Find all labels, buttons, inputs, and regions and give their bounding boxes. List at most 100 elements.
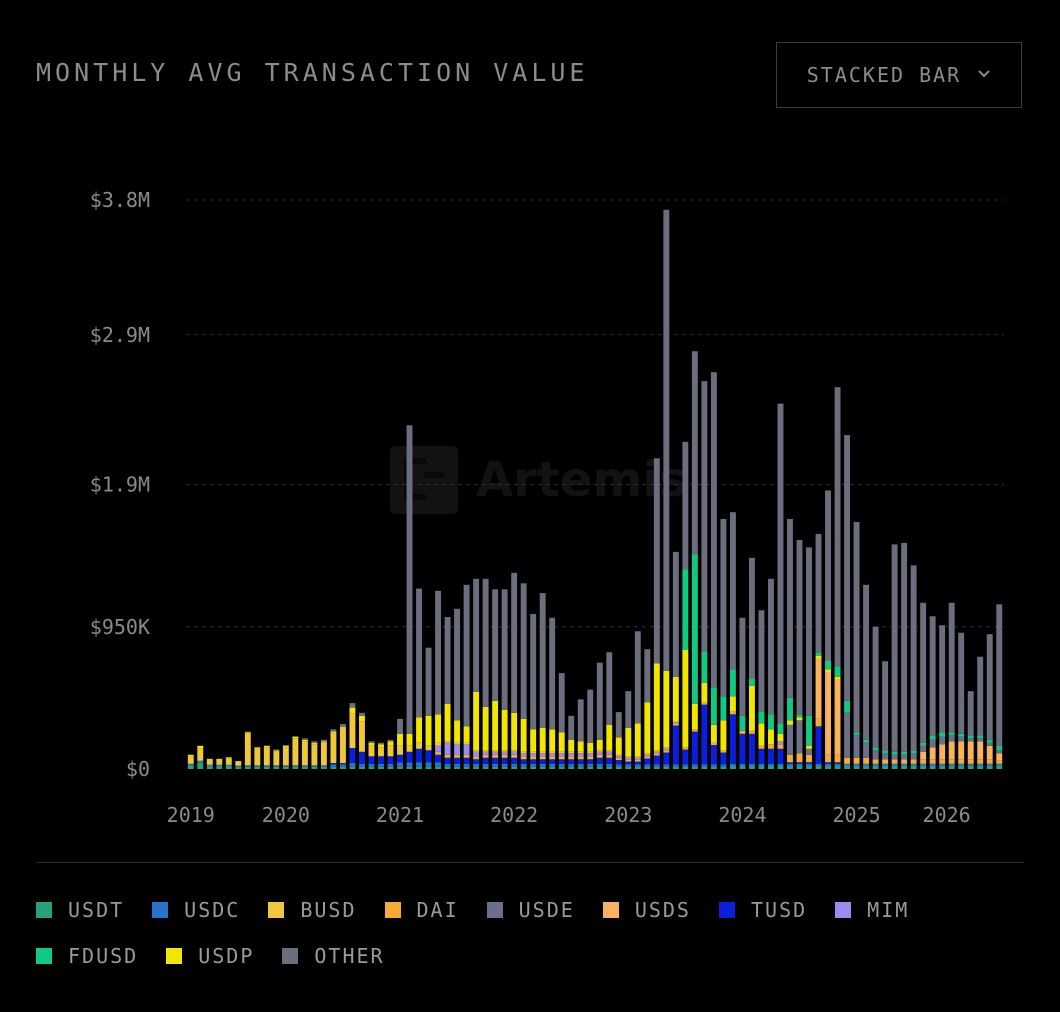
bar-segment-tusd[interactable] [435, 754, 442, 763]
bar-segment-usdp[interactable] [273, 750, 280, 752]
bar-segment-busd[interactable] [596, 750, 603, 752]
bar-segment-usdc[interactable] [787, 763, 793, 767]
bar-segment-mim[interactable] [672, 721, 679, 724]
bar-segment-usdt[interactable] [254, 766, 261, 769]
bar-segment-tusd[interactable] [549, 759, 556, 764]
bar-segment-other[interactable] [958, 632, 965, 734]
bar-stack[interactable] [463, 584, 470, 769]
bar-segment-usdc[interactable] [653, 764, 660, 767]
bar-segment-usdp[interactable] [710, 724, 717, 743]
bar-segment-busd[interactable] [482, 750, 489, 752]
bar-segment-usdp[interactable] [672, 676, 679, 722]
bar-segment-busd[interactable] [587, 751, 594, 754]
bar-segment-dai[interactable] [910, 759, 917, 764]
bar-segment-tusd[interactable] [454, 757, 461, 764]
bar-stack[interactable] [882, 661, 889, 769]
bar-stack[interactable] [254, 747, 261, 769]
bar-segment-usdt[interactable] [758, 766, 765, 769]
bar-segment-fdusd[interactable] [939, 732, 946, 737]
bar-segment-usdt[interactable] [397, 766, 403, 769]
bar-stack[interactable] [958, 632, 965, 769]
bar-segment-tusd[interactable] [406, 751, 413, 763]
bar-segment-other[interactable] [768, 578, 774, 715]
bar-segment-tusd[interactable] [425, 750, 432, 763]
bar-stack[interactable] [691, 351, 698, 769]
bar-segment-usdc[interactable] [368, 763, 375, 767]
bar-segment-other[interactable] [653, 458, 660, 664]
bar-segment-other[interactable] [863, 584, 870, 740]
bar-segment-other[interactable] [834, 387, 841, 667]
legend-item-usds[interactable]: USDS [602, 898, 691, 922]
bar-segment-fdusd[interactable] [948, 732, 955, 736]
bar-segment-usdc[interactable] [986, 763, 993, 767]
bar-segment-usdp[interactable] [330, 731, 337, 734]
bar-segment-other[interactable] [292, 736, 299, 737]
bar-segment-usds[interactable] [977, 741, 984, 760]
bar-stack[interactable] [244, 731, 251, 769]
bar-segment-dai[interactable] [958, 759, 965, 764]
bar-segment-tusd[interactable] [768, 748, 774, 764]
bar-segment-fdusd[interactable] [691, 554, 698, 704]
bar-segment-usdc[interactable] [882, 763, 889, 767]
bar-stack[interactable] [435, 590, 442, 769]
bar-segment-usdc[interactable] [996, 763, 1003, 767]
bar-segment-usdt[interactable] [482, 766, 489, 769]
bar-segment-dai[interactable] [872, 759, 879, 764]
bar-segment-other[interactable] [596, 662, 603, 740]
bar-segment-usdp[interactable] [263, 745, 270, 748]
bar-stack[interactable] [996, 604, 1003, 769]
bar-stack[interactable] [815, 533, 822, 769]
bar-segment-dai[interactable] [435, 751, 442, 755]
bar-segment-usdp[interactable] [511, 712, 518, 751]
bar-segment-usdt[interactable] [958, 766, 965, 769]
legend-item-usdt[interactable]: USDT [36, 898, 124, 922]
bar-segment-usdc[interactable] [558, 763, 565, 767]
bar-segment-usdp[interactable] [425, 715, 432, 746]
bar-segment-usdt[interactable] [777, 766, 784, 769]
bar-segment-usdt[interactable] [634, 766, 641, 769]
bar-stack[interactable] [397, 718, 403, 769]
bar-stack[interactable] [901, 542, 908, 769]
bar-segment-dai[interactable] [511, 754, 518, 758]
bar-segment-mim[interactable] [530, 753, 537, 757]
bar-segment-tusd[interactable] [339, 763, 346, 765]
bar-segment-other[interactable] [244, 731, 251, 733]
bar-segment-tusd[interactable] [416, 748, 422, 763]
bar-segment-usdc[interactable] [691, 764, 698, 767]
bar-segment-dai[interactable] [473, 756, 480, 760]
bar-stack[interactable] [482, 578, 489, 769]
bar-segment-usdc[interactable] [596, 763, 603, 767]
bar-segment-usdp[interactable] [729, 696, 736, 712]
bar-segment-usdt[interactable] [834, 766, 841, 769]
bar-stack[interactable] [701, 381, 708, 769]
bar-segment-fdusd[interactable] [958, 733, 965, 737]
bar-segment-busd[interactable] [530, 751, 537, 754]
bar-segment-busd[interactable] [653, 750, 660, 752]
bar-stack[interactable] [577, 699, 584, 769]
bar-stack[interactable] [748, 557, 755, 769]
bar-segment-usdc[interactable] [216, 764, 223, 767]
bar-segment-dai[interactable] [796, 753, 803, 763]
bar-segment-usdc[interactable] [777, 763, 784, 767]
bar-segment-dai[interactable] [587, 756, 594, 760]
bar-stack[interactable] [587, 689, 594, 769]
bar-segment-dai[interactable] [672, 723, 679, 726]
bar-segment-tusd[interactable] [501, 757, 508, 764]
bar-stack[interactable] [787, 518, 793, 769]
bar-segment-fdusd[interactable] [796, 714, 803, 718]
bar-segment-mim[interactable] [463, 744, 470, 755]
bar-segment-dai[interactable] [720, 750, 727, 753]
bar-segment-fdusd[interactable] [920, 742, 927, 746]
bar-segment-busd[interactable] [663, 747, 670, 749]
bar-segment-dai[interactable] [615, 757, 622, 761]
bar-segment-usdp[interactable] [397, 733, 403, 746]
bar-segment-other[interactable] [939, 625, 946, 733]
bar-segment-tusd[interactable] [492, 757, 499, 764]
bar-segment-tusd[interactable] [815, 726, 822, 764]
bar-segment-busd[interactable] [282, 747, 289, 766]
bar-segment-busd[interactable] [301, 741, 308, 766]
bar-segment-usdp[interactable] [197, 745, 204, 749]
bar-segment-usdt[interactable] [301, 766, 308, 769]
bar-segment-mim[interactable] [577, 753, 584, 757]
bar-segment-tusd[interactable] [368, 756, 375, 764]
